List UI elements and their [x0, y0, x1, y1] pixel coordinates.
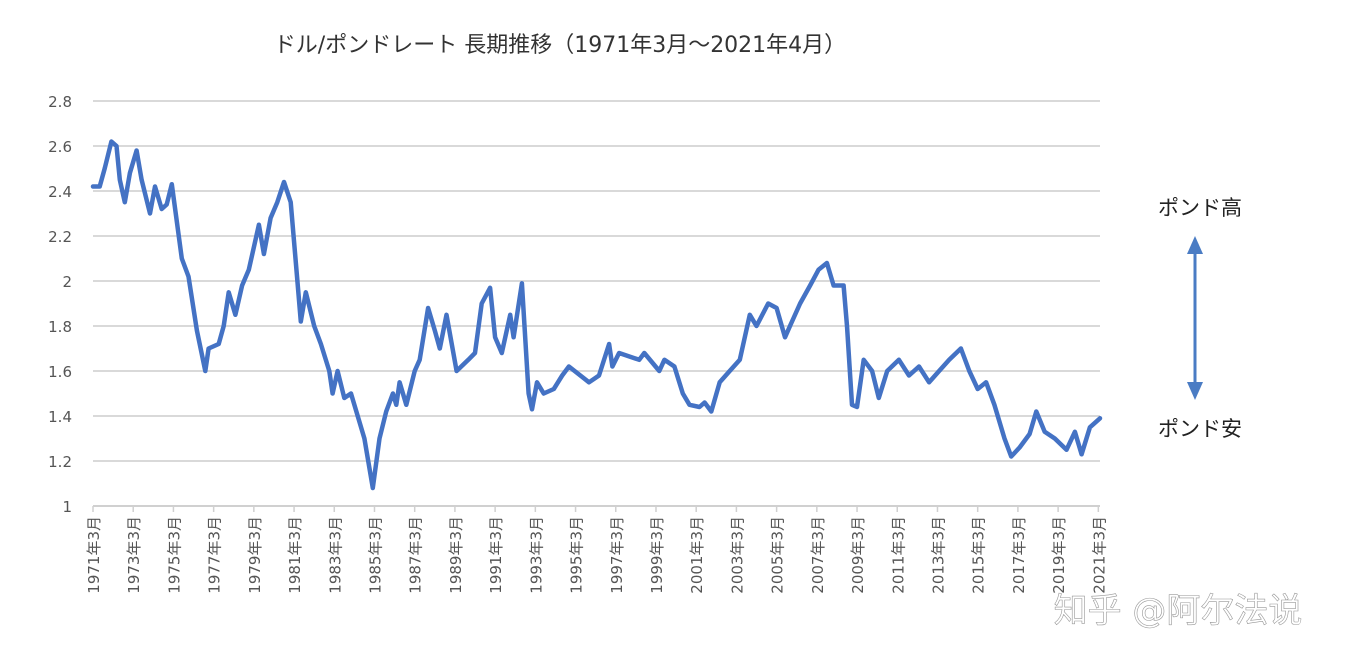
y-tick-label: 1.2 [48, 453, 72, 471]
x-tick-label: 1987年3月 [407, 516, 425, 594]
x-tick-label: 1999年3月 [648, 516, 666, 594]
x-tick-label: 2005年3月 [769, 516, 787, 594]
x-tick-label: 2003年3月 [728, 516, 746, 594]
pound-high-label: ポンド高 [1158, 196, 1242, 220]
pound-low-label: ポンド安 [1158, 417, 1242, 441]
x-tick-label: 1993年3月 [527, 516, 545, 594]
y-tick-label: 1 [62, 498, 72, 516]
x-tick-label: 2007年3月 [809, 516, 827, 594]
y-tick-label: 1.4 [48, 408, 72, 426]
chart-title: ドル/ポンドレート 長期推移（1971年3月～2021年4月） [274, 33, 846, 58]
x-tick-label: 2001年3月 [688, 516, 706, 594]
y-tick-label: 2.6 [48, 138, 72, 156]
x-tick-label: 1977年3月 [206, 516, 224, 594]
y-tick-label: 1.8 [48, 318, 72, 336]
x-tick-label: 2013年3月 [929, 516, 947, 594]
y-tick-label: 2.4 [48, 183, 72, 201]
x-tick-label: 1989年3月 [447, 516, 465, 594]
x-tick-label: 2011年3月 [889, 516, 907, 594]
series-line-usd-gbp [90, 139, 1103, 491]
double-arrow-icon [1187, 236, 1203, 400]
x-tick-label: 2019年3月 [1050, 516, 1068, 594]
x-tick-label: 2015年3月 [970, 516, 988, 594]
y-axis-ticks: 1 1.2 1.4 1.6 1.8 2 2.2 2.4 2.6 2.8 [48, 93, 72, 516]
x-tick-label: 1975年3月 [165, 516, 183, 594]
x-tick-label: 1981年3月 [286, 516, 304, 594]
x-tick-label: 2021年3月 [1090, 516, 1108, 594]
x-tick-label: 2017年3月 [1010, 516, 1028, 594]
x-tick-label: 1997年3月 [608, 516, 626, 594]
y-tick-label: 2.2 [48, 228, 72, 246]
x-tick-label: 1991年3月 [487, 516, 505, 594]
y-tick-label: 2.8 [48, 93, 72, 111]
x-tick-label: 2009年3月 [849, 516, 867, 594]
x-axis: 1971年3月 1973年3月 1975年3月 1977年3月 1979年3月 1981年… [85, 505, 1108, 594]
x-tick-label: 1983年3月 [326, 516, 344, 594]
x-tick-label: 1995年3月 [568, 516, 586, 594]
arrow-head-down [1187, 382, 1203, 400]
y-tick-label: 2 [62, 273, 72, 291]
watermark: 知乎 @阿尔法说 [1054, 591, 1303, 631]
x-tick-label: 1985年3月 [366, 516, 384, 594]
annotation-group: ポンド高 ポンド安 [1158, 196, 1242, 441]
arrow-head-up [1187, 236, 1203, 254]
x-tick-label: 1979年3月 [246, 516, 264, 594]
x-tick-label: 1971年3月 [85, 516, 103, 594]
y-tick-label: 1.6 [48, 363, 72, 381]
x-tick-label: 1973年3月 [125, 516, 143, 594]
